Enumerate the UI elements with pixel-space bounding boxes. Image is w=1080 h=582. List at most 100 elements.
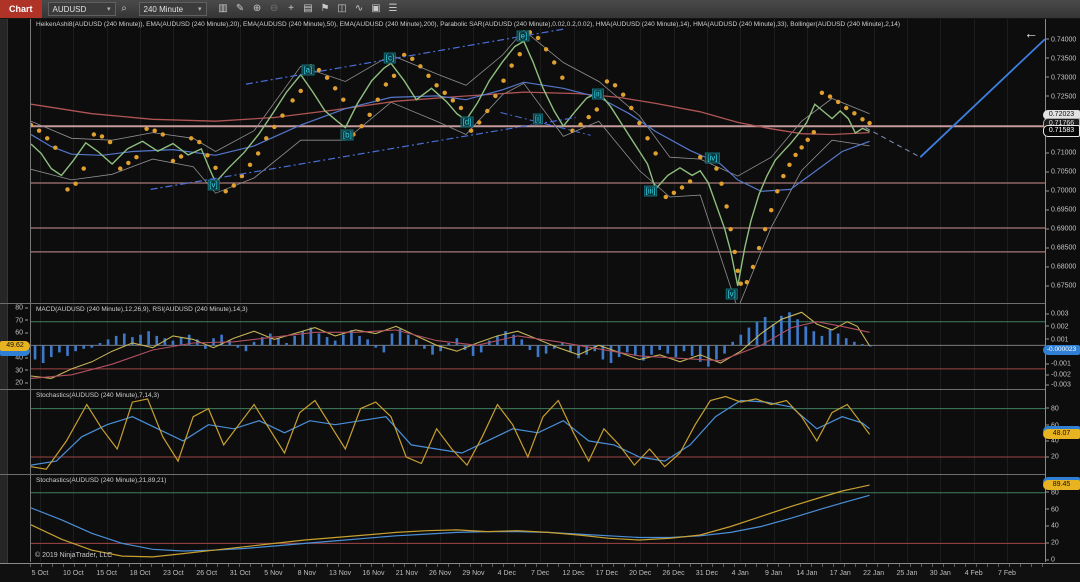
- date-label: 26 Dec: [662, 570, 685, 577]
- ema-50: [31, 82, 870, 191]
- rsi-avg: [31, 322, 870, 379]
- date-label: 31 Dec: [695, 570, 718, 577]
- date-label: 25 Jan: [896, 570, 918, 577]
- date-label: 12 Dec: [562, 570, 585, 577]
- instrument-label: AUDUSD: [52, 4, 87, 14]
- date-label: 5 Oct: [31, 570, 49, 577]
- indicators-icon[interactable]: ∿: [354, 3, 364, 14]
- trend-mid[interactable]: [500, 113, 590, 136]
- panel-divider[interactable]: [0, 303, 1080, 304]
- wave-label[interactable]: [e]: [516, 30, 530, 42]
- stochastics-slow-panel: Stochastics(AUDUSD (240 Minute),21,89,21…: [0, 475, 1045, 562]
- date-label: 20 Dec: [629, 570, 652, 577]
- macd-histogram: [33, 312, 872, 367]
- crosshair-icon[interactable]: +: [288, 3, 294, 14]
- wave-label[interactable]: [v]: [725, 288, 738, 300]
- stoch1-plot-area[interactable]: [30, 390, 1045, 474]
- data-box-icon[interactable]: ▤: [303, 3, 313, 14]
- window-edge: [0, 18, 8, 582]
- axis-tick-label: 60: [1046, 422, 1059, 429]
- axis-tick-label: 70: [15, 317, 28, 324]
- axis-tick-label: 20: [1046, 454, 1059, 461]
- value-tag: 49.62: [0, 340, 30, 351]
- interval-label: 240 Minute: [143, 4, 184, 14]
- chart-style-icon[interactable]: ▥: [218, 3, 228, 14]
- rsi-left-axis[interactable]: 8070605040302049.62: [0, 304, 30, 389]
- date-label: 8 Nov: [297, 570, 316, 577]
- wave-label[interactable]: [v]: [207, 179, 220, 191]
- axis-tick-label: 80: [1046, 489, 1059, 496]
- menu-icon[interactable]: ☰: [388, 3, 398, 14]
- draw-tool-icon[interactable]: ✎: [235, 3, 245, 14]
- macd-axis[interactable]: 0.003 0.002 0.001 -0.001 -0.002 -0.003 -0.0000…: [1043, 304, 1080, 389]
- macd-plot-area[interactable]: [30, 304, 1045, 389]
- date-label: 10 Oct: [63, 570, 84, 577]
- toolbar-icons: ▥ ✎ ⊕ ⊖ + ▤ ⚑ ◫ ∿ ▣ ☰: [215, 0, 402, 18]
- axis-tick-label: 80: [1046, 405, 1059, 412]
- value-tag: 0.71583: [1043, 125, 1080, 138]
- date-label: 16 Nov: [362, 570, 385, 577]
- chevron-down-icon: ▾: [107, 6, 111, 13]
- axis-tick-label: 0.68500: [1046, 245, 1076, 252]
- stoch1-chart-svg: [31, 390, 1045, 474]
- axis-tick-label: 60: [1046, 506, 1059, 513]
- forecast-down[interactable]: [866, 128, 921, 158]
- stoch1-axis[interactable]: 80 60 40 20 48.07: [1043, 390, 1080, 474]
- stoch-d: [31, 401, 870, 466]
- axis-tick-label: 40: [1046, 523, 1059, 530]
- value-tag: -0.000023: [1043, 345, 1080, 356]
- wave-label[interactable]: [ii]: [591, 88, 604, 100]
- axis-tick-label: 20: [15, 380, 28, 387]
- copyright-text: © 2019 NinjaTrader, LLC: [35, 552, 113, 559]
- properties-icon[interactable]: ▣: [371, 3, 381, 14]
- panel-divider[interactable]: [0, 389, 1080, 390]
- wave-label[interactable]: [iii]: [643, 185, 658, 197]
- wave-label[interactable]: [i]: [532, 113, 544, 125]
- wave-label[interactable]: [c]: [383, 52, 397, 64]
- chart-tab[interactable]: Chart: [0, 0, 42, 18]
- date-label: 4 Feb: [964, 570, 983, 577]
- search-icon[interactable]: ⌕: [121, 3, 127, 14]
- value-tag: 89.45: [1043, 479, 1080, 490]
- trend-channel-upper[interactable]: [246, 29, 565, 84]
- zoom-in-icon[interactable]: ⊕: [252, 3, 262, 14]
- axis-tick-label: 0.74000: [1046, 36, 1076, 43]
- date-label: 30 Jan: [929, 570, 951, 577]
- axis-tick-label: 0.68000: [1046, 263, 1076, 270]
- indicator-label: Stochastics(AUDUSD (240 Minute),21,89,21…: [36, 477, 167, 484]
- price-axis-column[interactable]: 0.74000 0.73500 0.73000 0.72500 0.71000 0.705…: [1043, 19, 1080, 563]
- rsi: [31, 312, 870, 378]
- axis-tick-label: 0.70000: [1046, 188, 1076, 195]
- axis-tick-label: 20: [1046, 540, 1059, 547]
- trend-channel-lower[interactable]: [151, 118, 576, 190]
- instrument-selector[interactable]: AUDUSD ▾: [47, 2, 116, 16]
- time-axis[interactable]: 5 Oct 10 Oct 15 Oct 18 Oct 23 Oct 26 Oct 31 Oc…: [0, 563, 1080, 582]
- date-label: 9 Jan: [765, 570, 783, 577]
- price-axis[interactable]: 0.74000 0.73500 0.73000 0.72500 0.71000 0.705…: [1043, 19, 1080, 303]
- interval-selector[interactable]: 240 Minute ▾: [138, 2, 207, 16]
- wave-label[interactable]: [iv]: [705, 152, 720, 164]
- wave-label[interactable]: [a]: [301, 64, 315, 76]
- stochastics-fast-panel: Stochastics(AUDUSD (240 Minute),7,14,3): [0, 390, 1045, 474]
- axis-tick-label: -0.001: [1046, 361, 1071, 368]
- axis-tick-label: 0.70500: [1046, 169, 1076, 176]
- zoom-out-icon[interactable]: ⊖: [269, 3, 279, 14]
- wave-label[interactable]: [b]: [340, 129, 354, 141]
- wave-label[interactable]: [d]: [460, 116, 474, 128]
- indicator-label: HeikenAshi8(AUDUSD (240 Minute)), EMA(AU…: [36, 21, 901, 28]
- date-label: 7 Dec: [531, 570, 550, 577]
- stoch2-axis[interactable]: 80 60 40 20 0 89.45: [1043, 475, 1080, 563]
- date-label: 17 Dec: [595, 570, 618, 577]
- price-plot-area[interactable]: [a] [b] [c] [d] [e] [i] [ii] [iii] [iv] [v] [v] ←: [30, 19, 1045, 303]
- ema-200: [31, 92, 870, 134]
- alert-icon[interactable]: ⚑: [320, 3, 330, 14]
- stoch2-plot-area[interactable]: © 2019 NinjaTrader, LLC: [30, 475, 1045, 562]
- date-label: 21 Nov: [395, 570, 418, 577]
- panel-divider[interactable]: [0, 474, 1080, 475]
- stoch-d-slow: [31, 495, 870, 551]
- chart-trader-icon[interactable]: ◫: [337, 3, 347, 14]
- toolbar: Chart AUDUSD ▾ ⌕ 240 Minute ▾ ▥ ✎ ⊕ ⊖ + ▤ ⚑ ◫ ∿ ▣…: [0, 0, 1080, 19]
- panel-collapse-arrow-icon[interactable]: ←: [1024, 25, 1038, 41]
- axis-tick-label: 0.69000: [1046, 226, 1076, 233]
